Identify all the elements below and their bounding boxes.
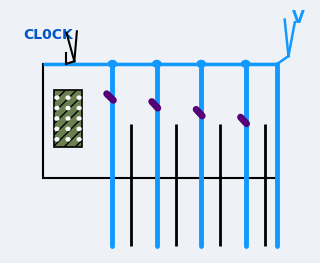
Bar xyxy=(43,64,277,178)
Bar xyxy=(54,90,82,147)
Circle shape xyxy=(77,96,81,99)
Circle shape xyxy=(66,138,70,141)
Text: V: V xyxy=(292,9,304,27)
Circle shape xyxy=(242,60,250,67)
Circle shape xyxy=(55,138,59,141)
Circle shape xyxy=(153,60,161,67)
Circle shape xyxy=(77,117,81,120)
Circle shape xyxy=(55,107,59,110)
Circle shape xyxy=(77,138,81,141)
Circle shape xyxy=(197,60,205,67)
Circle shape xyxy=(55,117,59,120)
Circle shape xyxy=(66,117,70,120)
Circle shape xyxy=(66,127,70,130)
Circle shape xyxy=(77,107,81,110)
Circle shape xyxy=(55,96,59,99)
Circle shape xyxy=(66,96,70,99)
Circle shape xyxy=(55,127,59,130)
Circle shape xyxy=(66,107,70,110)
Circle shape xyxy=(108,60,116,67)
Circle shape xyxy=(77,127,81,130)
Text: CL0CK: CL0CK xyxy=(24,28,73,42)
